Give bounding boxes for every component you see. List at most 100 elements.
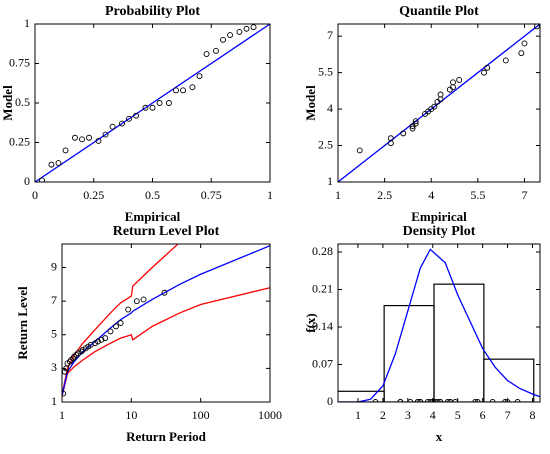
rug-point	[452, 399, 459, 402]
x-tick-label: 4	[428, 188, 434, 202]
point	[133, 112, 140, 119]
plot-area	[338, 24, 540, 182]
y-axis-label: Model	[303, 85, 318, 121]
point	[387, 135, 394, 142]
point	[533, 24, 540, 30]
point	[140, 296, 147, 303]
x-tick-label: 1	[355, 408, 361, 422]
point	[39, 177, 45, 182]
y-tick-label: 0.21	[312, 281, 333, 295]
x-tick-label: 100	[192, 408, 210, 422]
point	[437, 91, 444, 98]
rug-point	[397, 399, 404, 402]
x-tick-label: 0	[32, 188, 38, 202]
point	[196, 73, 203, 80]
axes-frame	[34, 23, 271, 183]
rug-point	[514, 399, 521, 402]
x-axis-label: x	[436, 429, 443, 444]
point	[412, 118, 419, 125]
y-tick-label: 5	[51, 327, 57, 341]
rug-point	[447, 399, 454, 402]
point	[203, 51, 210, 57]
point	[62, 147, 69, 154]
point	[502, 57, 509, 64]
panel: Density Plot x f(x) 1 2 3 4 5 6 7 8 0 0.07 0.14 0.21 0.…	[303, 224, 541, 444]
line	[62, 244, 179, 394]
y-tick-label: 5.5	[318, 64, 333, 78]
y-tick-label: 0.5	[15, 95, 30, 109]
point	[71, 134, 78, 141]
y-tick-label: 0	[24, 174, 30, 188]
x-tick-label: 3	[405, 408, 411, 422]
point	[48, 161, 55, 168]
point	[250, 24, 257, 31]
x-tick-label: 1	[335, 188, 341, 202]
x-tick-label: 4	[430, 408, 436, 422]
line	[62, 287, 270, 396]
y-tick-label: 9	[51, 259, 57, 273]
plot-area	[338, 248, 540, 402]
panel-title: Probability Plot	[105, 4, 200, 19]
rug-point	[474, 399, 481, 402]
point	[431, 103, 438, 110]
point	[212, 47, 219, 54]
rug-point	[437, 399, 444, 402]
rug-point	[472, 399, 479, 402]
panel: Probability Plot Empirical Model 0 0.25 0.5 0.…	[0, 4, 273, 224]
y-axis-label: Model	[0, 85, 15, 121]
point	[236, 28, 243, 35]
axes-frame	[337, 23, 541, 183]
histogram-bar	[483, 358, 535, 402]
point	[92, 340, 99, 347]
point	[126, 115, 132, 122]
point	[156, 100, 163, 106]
rug-point	[489, 399, 496, 402]
rug-point	[372, 399, 379, 402]
y-tick-label: 0.75	[9, 55, 30, 69]
point	[98, 336, 105, 343]
point	[481, 69, 488, 76]
y-tick-label: 0.25	[9, 134, 30, 148]
point	[518, 50, 525, 57]
y-axis-label: f(x)	[303, 313, 318, 333]
y-tick-label: 0.14	[312, 319, 333, 333]
rug-point	[424, 399, 431, 402]
x-tick-label: 8	[530, 408, 536, 422]
point	[521, 40, 528, 47]
point	[102, 335, 109, 342]
point	[484, 64, 491, 71]
y-tick-label: 4	[327, 101, 333, 115]
plot-area	[35, 24, 270, 182]
point	[79, 136, 85, 143]
line	[62, 245, 270, 395]
x-axis-label: Empirical	[125, 209, 181, 224]
x-tick-label: 10	[125, 408, 137, 422]
x-axis-label: Return Period	[126, 429, 207, 444]
point	[73, 351, 80, 358]
x-tick-label: 0.75	[201, 188, 222, 202]
point	[133, 298, 140, 305]
point	[118, 120, 125, 127]
point	[66, 358, 73, 365]
line	[35, 24, 270, 182]
x-tick-label: 2	[380, 408, 386, 422]
plot-area	[62, 244, 270, 397]
point	[102, 131, 109, 138]
rug-point	[414, 399, 421, 402]
x-axis-label: Empirical	[411, 209, 467, 224]
point	[79, 346, 86, 353]
point	[125, 306, 132, 313]
y-tick-label: 0.28	[312, 244, 333, 258]
y-tick-label: 3	[51, 360, 57, 374]
x-tick-label: 1	[267, 188, 273, 202]
point	[55, 160, 62, 166]
y-tick-label: 0.07	[312, 356, 333, 370]
point	[62, 390, 67, 397]
point	[95, 338, 101, 345]
point	[243, 25, 250, 32]
point	[78, 348, 85, 355]
y-tick-label: 1	[24, 16, 30, 30]
rug-point	[432, 399, 439, 402]
y-tick-label: 7	[327, 28, 333, 42]
